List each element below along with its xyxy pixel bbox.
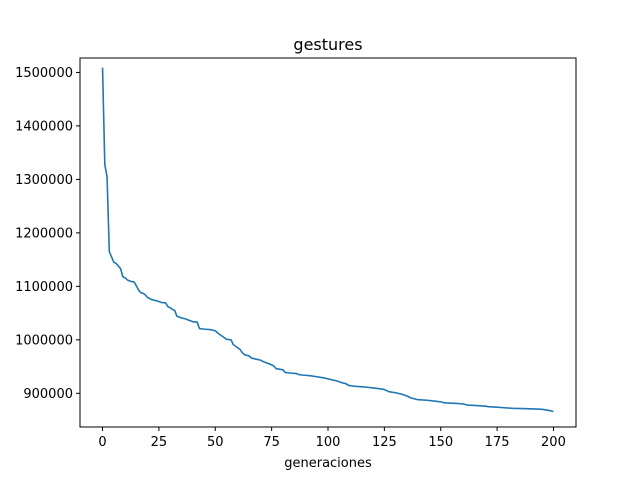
- chart-title: gestures: [293, 35, 362, 54]
- y-tick-label: 1100000: [15, 280, 73, 295]
- x-axis: 0 25 50 75 100 125 150 175 200: [98, 427, 566, 450]
- x-tick-label: 75: [263, 435, 280, 450]
- y-tick-label: 1500000: [15, 66, 73, 81]
- y-tick-label: 1300000: [15, 173, 73, 188]
- y-tick-label: 1200000: [15, 226, 73, 241]
- x-tick-label: 0: [98, 435, 106, 450]
- x-tick-label: 125: [372, 435, 397, 450]
- x-tick-label: 100: [316, 435, 341, 450]
- series-layer: [101, 67, 554, 413]
- x-tick-label: 175: [485, 435, 510, 450]
- series-line: [101, 67, 554, 413]
- y-tick-label: 1400000: [15, 119, 73, 134]
- x-tick-label: 150: [428, 435, 453, 450]
- x-tick-label: 25: [151, 435, 168, 450]
- axes-frame: [79, 57, 577, 428]
- x-tick-label: 50: [207, 435, 224, 450]
- y-axis: 900000 1000000 1100000 1200000 1300000 140000…: [15, 66, 80, 402]
- y-tick-label: 1000000: [15, 333, 73, 348]
- y-tick-label: 900000: [23, 387, 73, 402]
- x-tick-label: 200: [541, 435, 566, 450]
- x-axis-label: generaciones: [284, 456, 372, 471]
